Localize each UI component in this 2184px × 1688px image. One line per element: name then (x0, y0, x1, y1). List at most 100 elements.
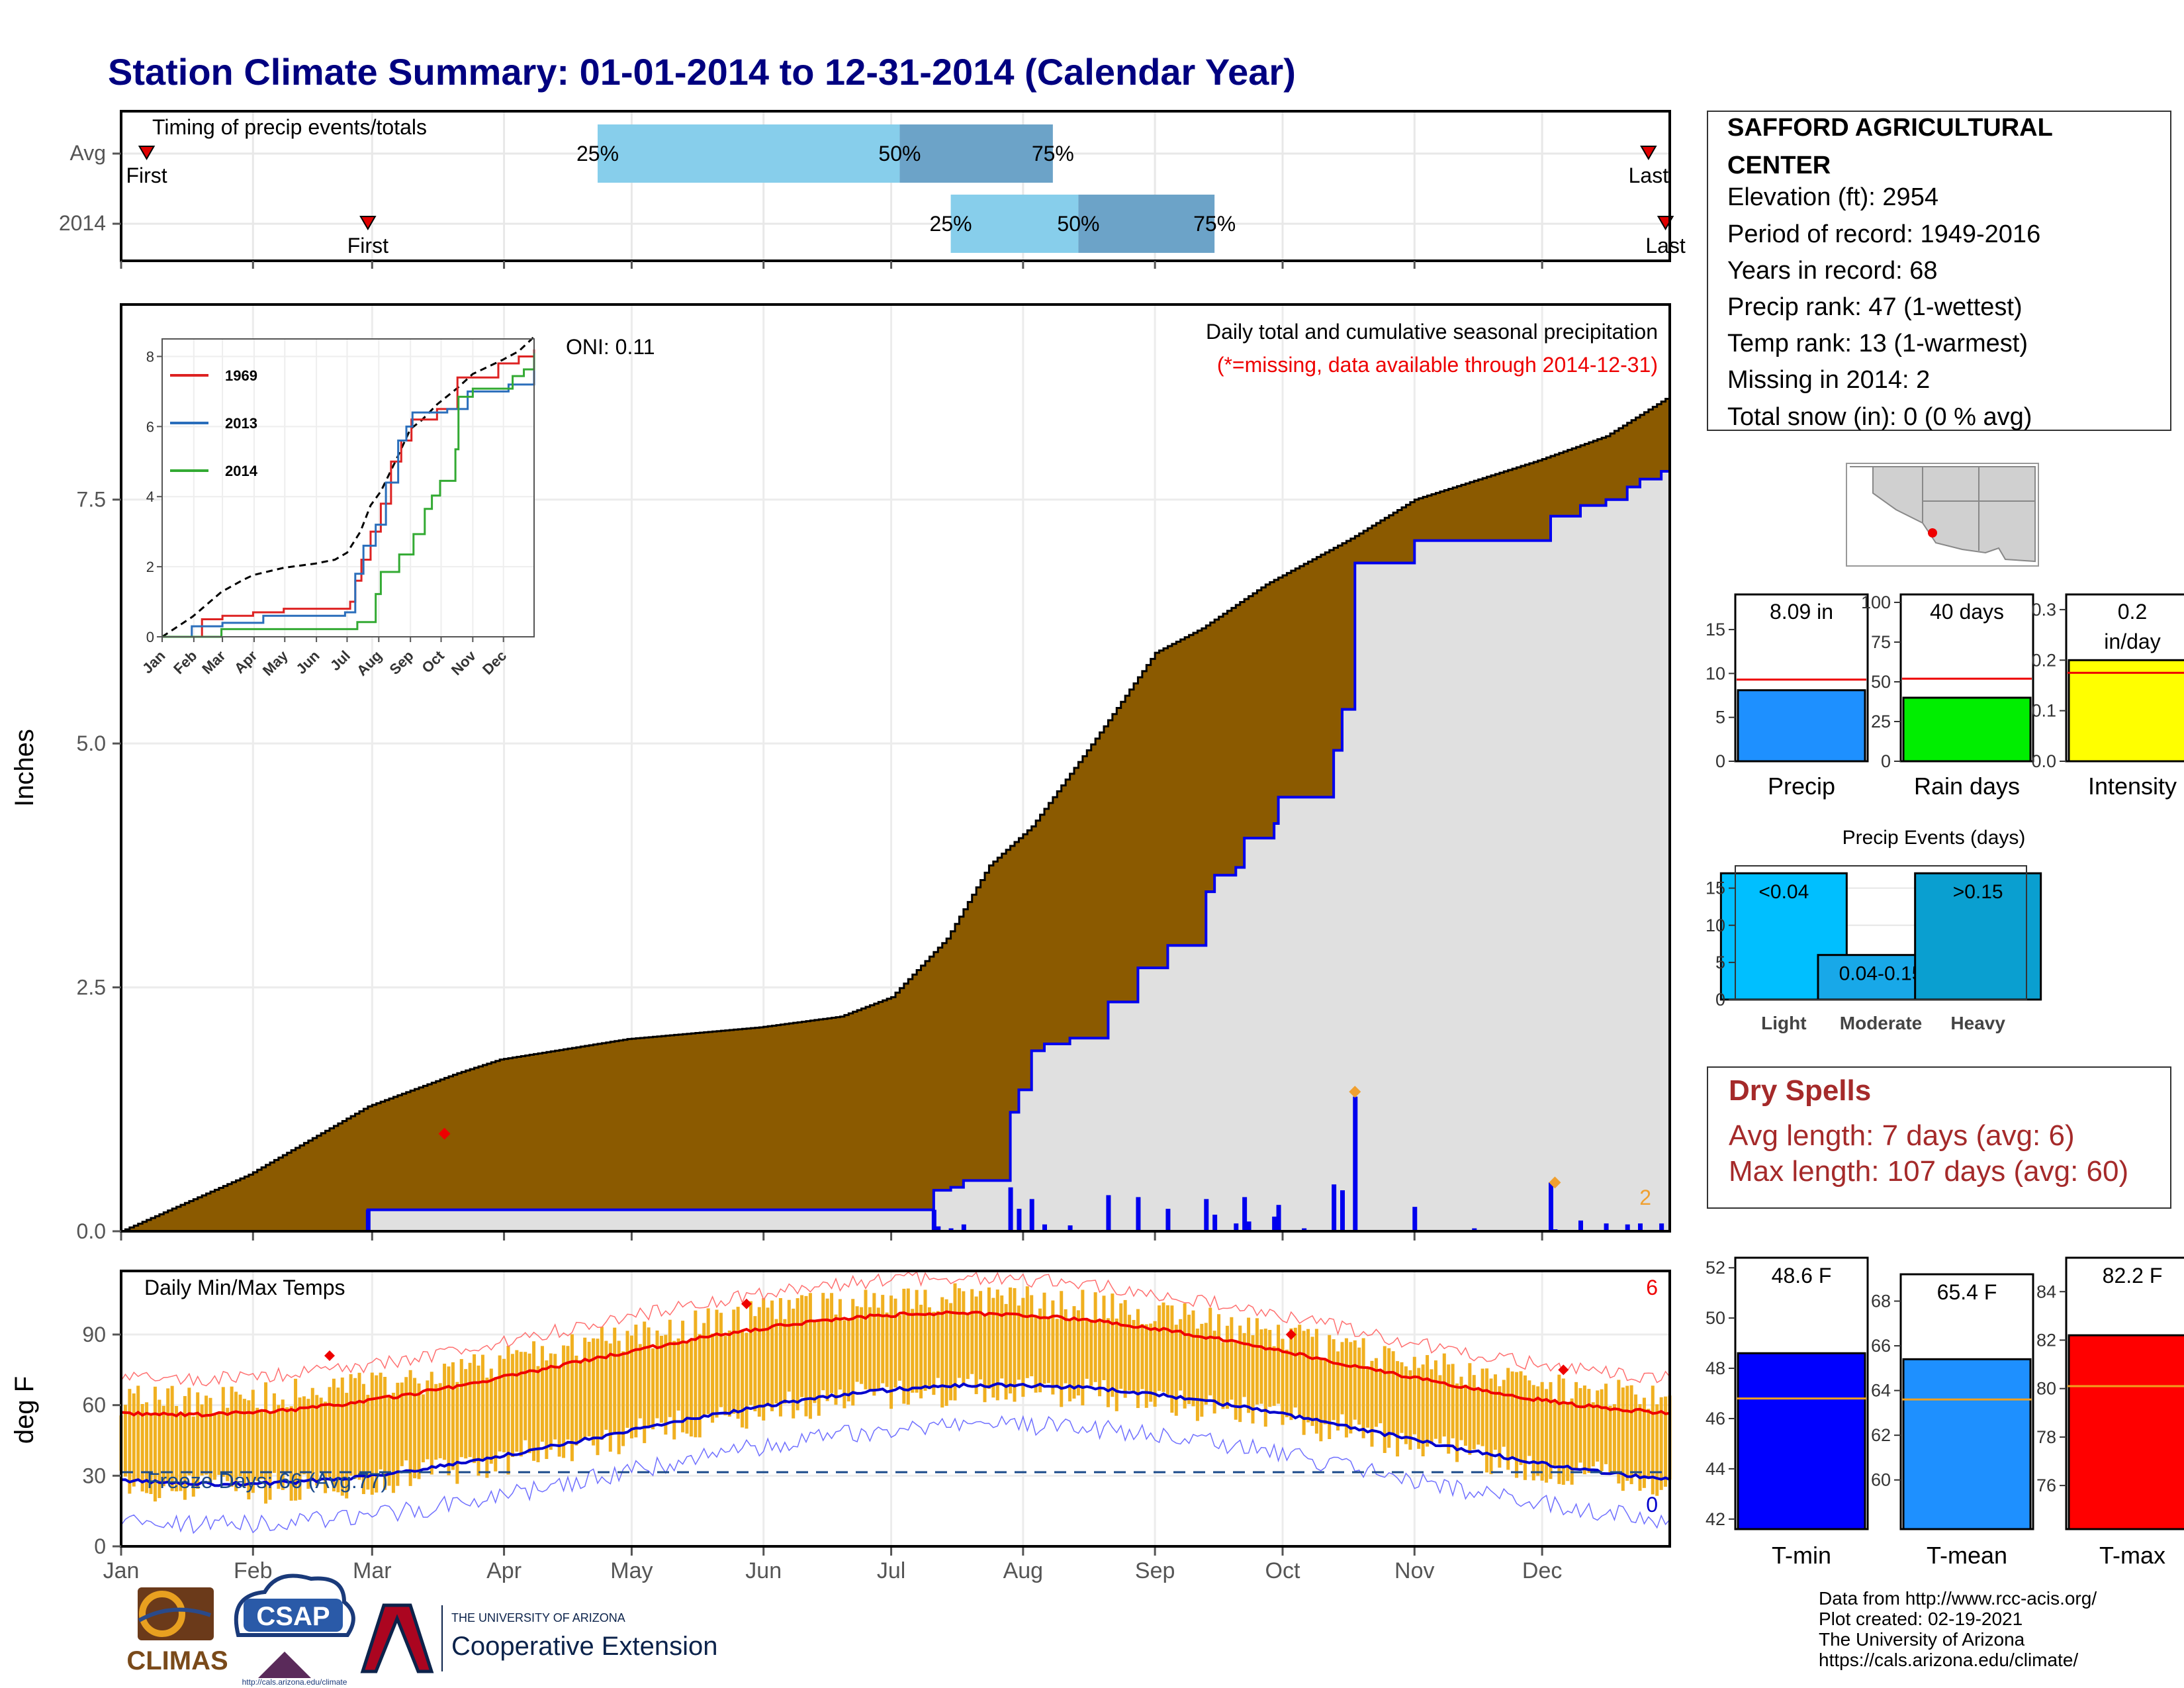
temp-bar-day-124 (643, 1321, 647, 1444)
temp-bar-day-303 (1404, 1366, 1408, 1444)
temp-bar-day-198 (957, 1288, 961, 1378)
precip-y-ticks: 0.0 2.5 5.0 7.5 (77, 488, 121, 1243)
temp-bar-day-317 (1463, 1384, 1467, 1446)
temp-bar-day-219 (1046, 1317, 1050, 1383)
precip-ytick-label-0: 0.0 (77, 1219, 106, 1243)
daily-precip-bar-6 (1017, 1209, 1022, 1231)
temp-bar-day-178 (872, 1293, 876, 1396)
temp-bar-day-227 (1081, 1289, 1085, 1406)
temp-bar-day-31 (247, 1400, 251, 1500)
temp-bar-day-104 (557, 1366, 561, 1457)
temp-bar-day-17 (187, 1387, 191, 1476)
temp-bar-day-153 (766, 1307, 770, 1407)
temp-summary-value-label: 65.4 F (1937, 1280, 1997, 1304)
summary-ytick-label: 50 (1871, 672, 1891, 692)
daily-precip-bar-16 (1242, 1197, 1248, 1231)
temp-bar-day-146 (736, 1307, 740, 1419)
temp-bar-day-156 (778, 1298, 782, 1417)
temp-y-ticks: 0 30 60 90 (82, 1323, 121, 1558)
temp-summary-ytick-label: 82 (2036, 1330, 2056, 1350)
timing-row-label-2014: 2014 (59, 211, 106, 235)
temp-ytick-label-90: 90 (82, 1323, 106, 1346)
daily-precip-bar-13 (1204, 1199, 1209, 1231)
timing-bar-50-75-Avg (899, 124, 1053, 183)
temp-bar-day-121 (629, 1335, 633, 1438)
summary-ytick-label: 0 (1881, 751, 1891, 771)
temp-bar-day-250 (1179, 1319, 1183, 1391)
temp-bar-day-291 (1353, 1340, 1357, 1420)
summary-ytick-label: 25 (1871, 712, 1891, 731)
temp-bar-day-42 (294, 1378, 298, 1501)
temp-bar-day-5 (136, 1385, 140, 1480)
temp-bar-day-326 (1502, 1380, 1506, 1447)
temp-bar-day-228 (1085, 1319, 1089, 1379)
temp-bar-day-158 (787, 1299, 791, 1392)
temp-bar-day-182 (889, 1295, 893, 1409)
temp-record-marker-0 (324, 1350, 335, 1361)
month-label-may: May (610, 1558, 653, 1583)
temp-bar-day-272 (1272, 1346, 1276, 1406)
daily-precip-bar-30 (1625, 1224, 1630, 1231)
temp-bar-day-106 (566, 1346, 570, 1440)
events-bars: <0.04 Light 0.04-0.15 Moderate >0.15 Heavy (1719, 872, 2042, 1033)
temp-summary-ytick-label: 78 (2036, 1427, 2056, 1447)
dry-spells-avg-length: Avg length: 7 days (avg: 6) (1729, 1119, 2075, 1152)
temp-bar-day-340 (1561, 1378, 1565, 1485)
footer-data-source: Data from http://www.rcc-acis.org/ (1819, 1588, 2097, 1609)
temp-bar-day-181 (885, 1312, 889, 1387)
temp-bar-day-268 (1255, 1318, 1259, 1405)
temp-bar-day-229 (1089, 1319, 1093, 1386)
event-bar-heavy (1914, 872, 2042, 1001)
temp-bar-day-123 (638, 1344, 642, 1419)
month-label-jun: Jun (745, 1558, 782, 1583)
daily-precip-bar-0 (365, 1209, 371, 1231)
temp-bar-day-3 (128, 1389, 132, 1494)
temp-bar-day-290 (1349, 1342, 1353, 1434)
temp-bar-day-199 (962, 1291, 966, 1386)
temp-summary-value-label: 48.6 F (1772, 1264, 1832, 1288)
daily-precip-bar-18 (1272, 1216, 1277, 1231)
temp-bar-day-93 (510, 1354, 514, 1457)
summary-ytick-label: 75 (1871, 632, 1891, 652)
daily-precip-bars (365, 1096, 1664, 1231)
temp-bar-day-107 (570, 1334, 574, 1462)
temp-bar-day-307 (1421, 1364, 1425, 1457)
temp-record-markers (324, 1298, 1569, 1376)
summary-bar (1737, 689, 1866, 763)
climas-logo-text: CLIMAS (126, 1646, 228, 1675)
temp-bar-day-174 (855, 1306, 859, 1382)
temp-bar-day-193 (936, 1311, 940, 1378)
temp-bar-day-341 (1566, 1402, 1570, 1481)
events-ytick-label-5: 5 (1715, 953, 1725, 972)
temp-bar-day-362 (1655, 1404, 1659, 1496)
temp-bar-day-364 (1664, 1396, 1668, 1487)
record-max-temp-line (120, 1271, 1670, 1387)
inset-xtick-label-feb: Feb (170, 647, 200, 677)
daily-precip-bar-32 (1659, 1223, 1664, 1231)
temp-y-axis-label: deg F (10, 1376, 39, 1444)
temp-bar-day-234 (1111, 1293, 1115, 1397)
temp-bar-day-349 (1600, 1389, 1604, 1472)
temp-bar-day-321 (1480, 1368, 1484, 1446)
temp-bar-day-188 (915, 1289, 919, 1393)
temp-summary-ytick-label: 62 (1871, 1425, 1891, 1445)
temp-bar-day-338 (1553, 1401, 1557, 1466)
inset-xtick-label-jul: Jul (327, 647, 353, 674)
inset-xtick-label-apr: Apr (231, 647, 261, 677)
station-name-line2: CENTER (1727, 152, 1831, 179)
temp-bar-day-306 (1417, 1368, 1421, 1449)
temp-bar-day-267 (1251, 1335, 1255, 1424)
temp-bar-day-210 (1009, 1287, 1013, 1394)
temp-bar-day-279 (1302, 1331, 1306, 1435)
events-y-ticks: 0 5 10 15 (1706, 878, 1735, 1009)
temp-summary-ytick-label: 60 (1871, 1470, 1891, 1490)
temp-bar-day-335 (1540, 1382, 1544, 1481)
temp-bar-day-136 (694, 1310, 698, 1438)
temp-bar-day-72 (421, 1394, 425, 1463)
temp-bar-day-342 (1570, 1398, 1574, 1485)
inset-xtick-label-jan: Jan (139, 647, 168, 677)
timing-pct-label-Avg-2: 75% (1032, 142, 1074, 165)
temp-bar-day-240 (1136, 1309, 1140, 1409)
climas-logo-mark (138, 1587, 214, 1640)
